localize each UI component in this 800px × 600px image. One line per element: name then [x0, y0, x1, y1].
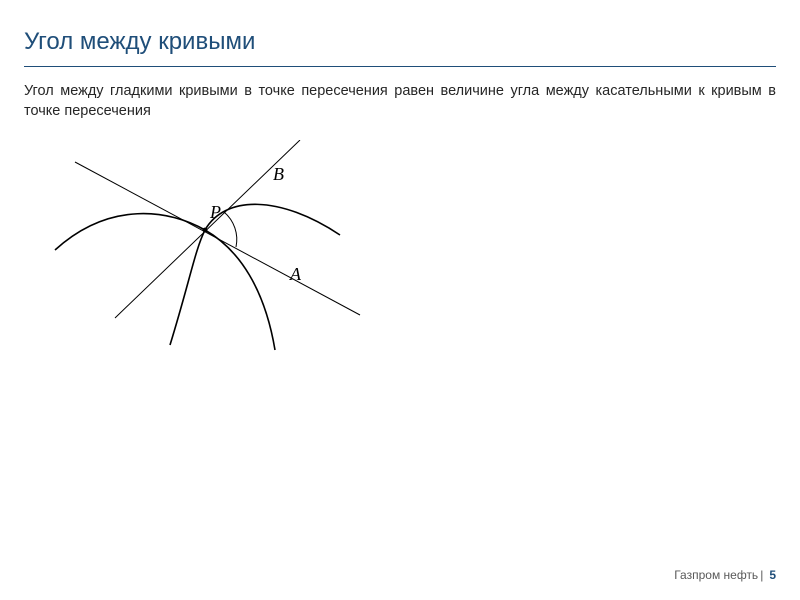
- slide: Угол между кривыми Угол между гладкими к…: [0, 0, 800, 600]
- label-A: A: [289, 264, 302, 284]
- page-number: 5: [769, 568, 776, 582]
- definition-text: Угол между гладкими кривыми в точке пере…: [24, 82, 776, 121]
- figure-svg: P A B: [40, 140, 380, 360]
- slide-title: Угол между кривыми: [24, 28, 255, 56]
- label-P: P: [209, 202, 221, 222]
- footer: Газпром нефть| 5: [674, 568, 776, 582]
- label-B: B: [273, 164, 284, 184]
- curve-1: [55, 214, 275, 350]
- angle-between-curves-figure: P A B: [40, 140, 380, 360]
- angle-arc: [224, 212, 237, 247]
- intersection-point: [203, 228, 208, 233]
- tangent-lines: [75, 140, 360, 318]
- footer-brand: Газпром нефть: [674, 568, 758, 582]
- footer-separator: |: [760, 568, 763, 582]
- title-underline: [24, 66, 776, 67]
